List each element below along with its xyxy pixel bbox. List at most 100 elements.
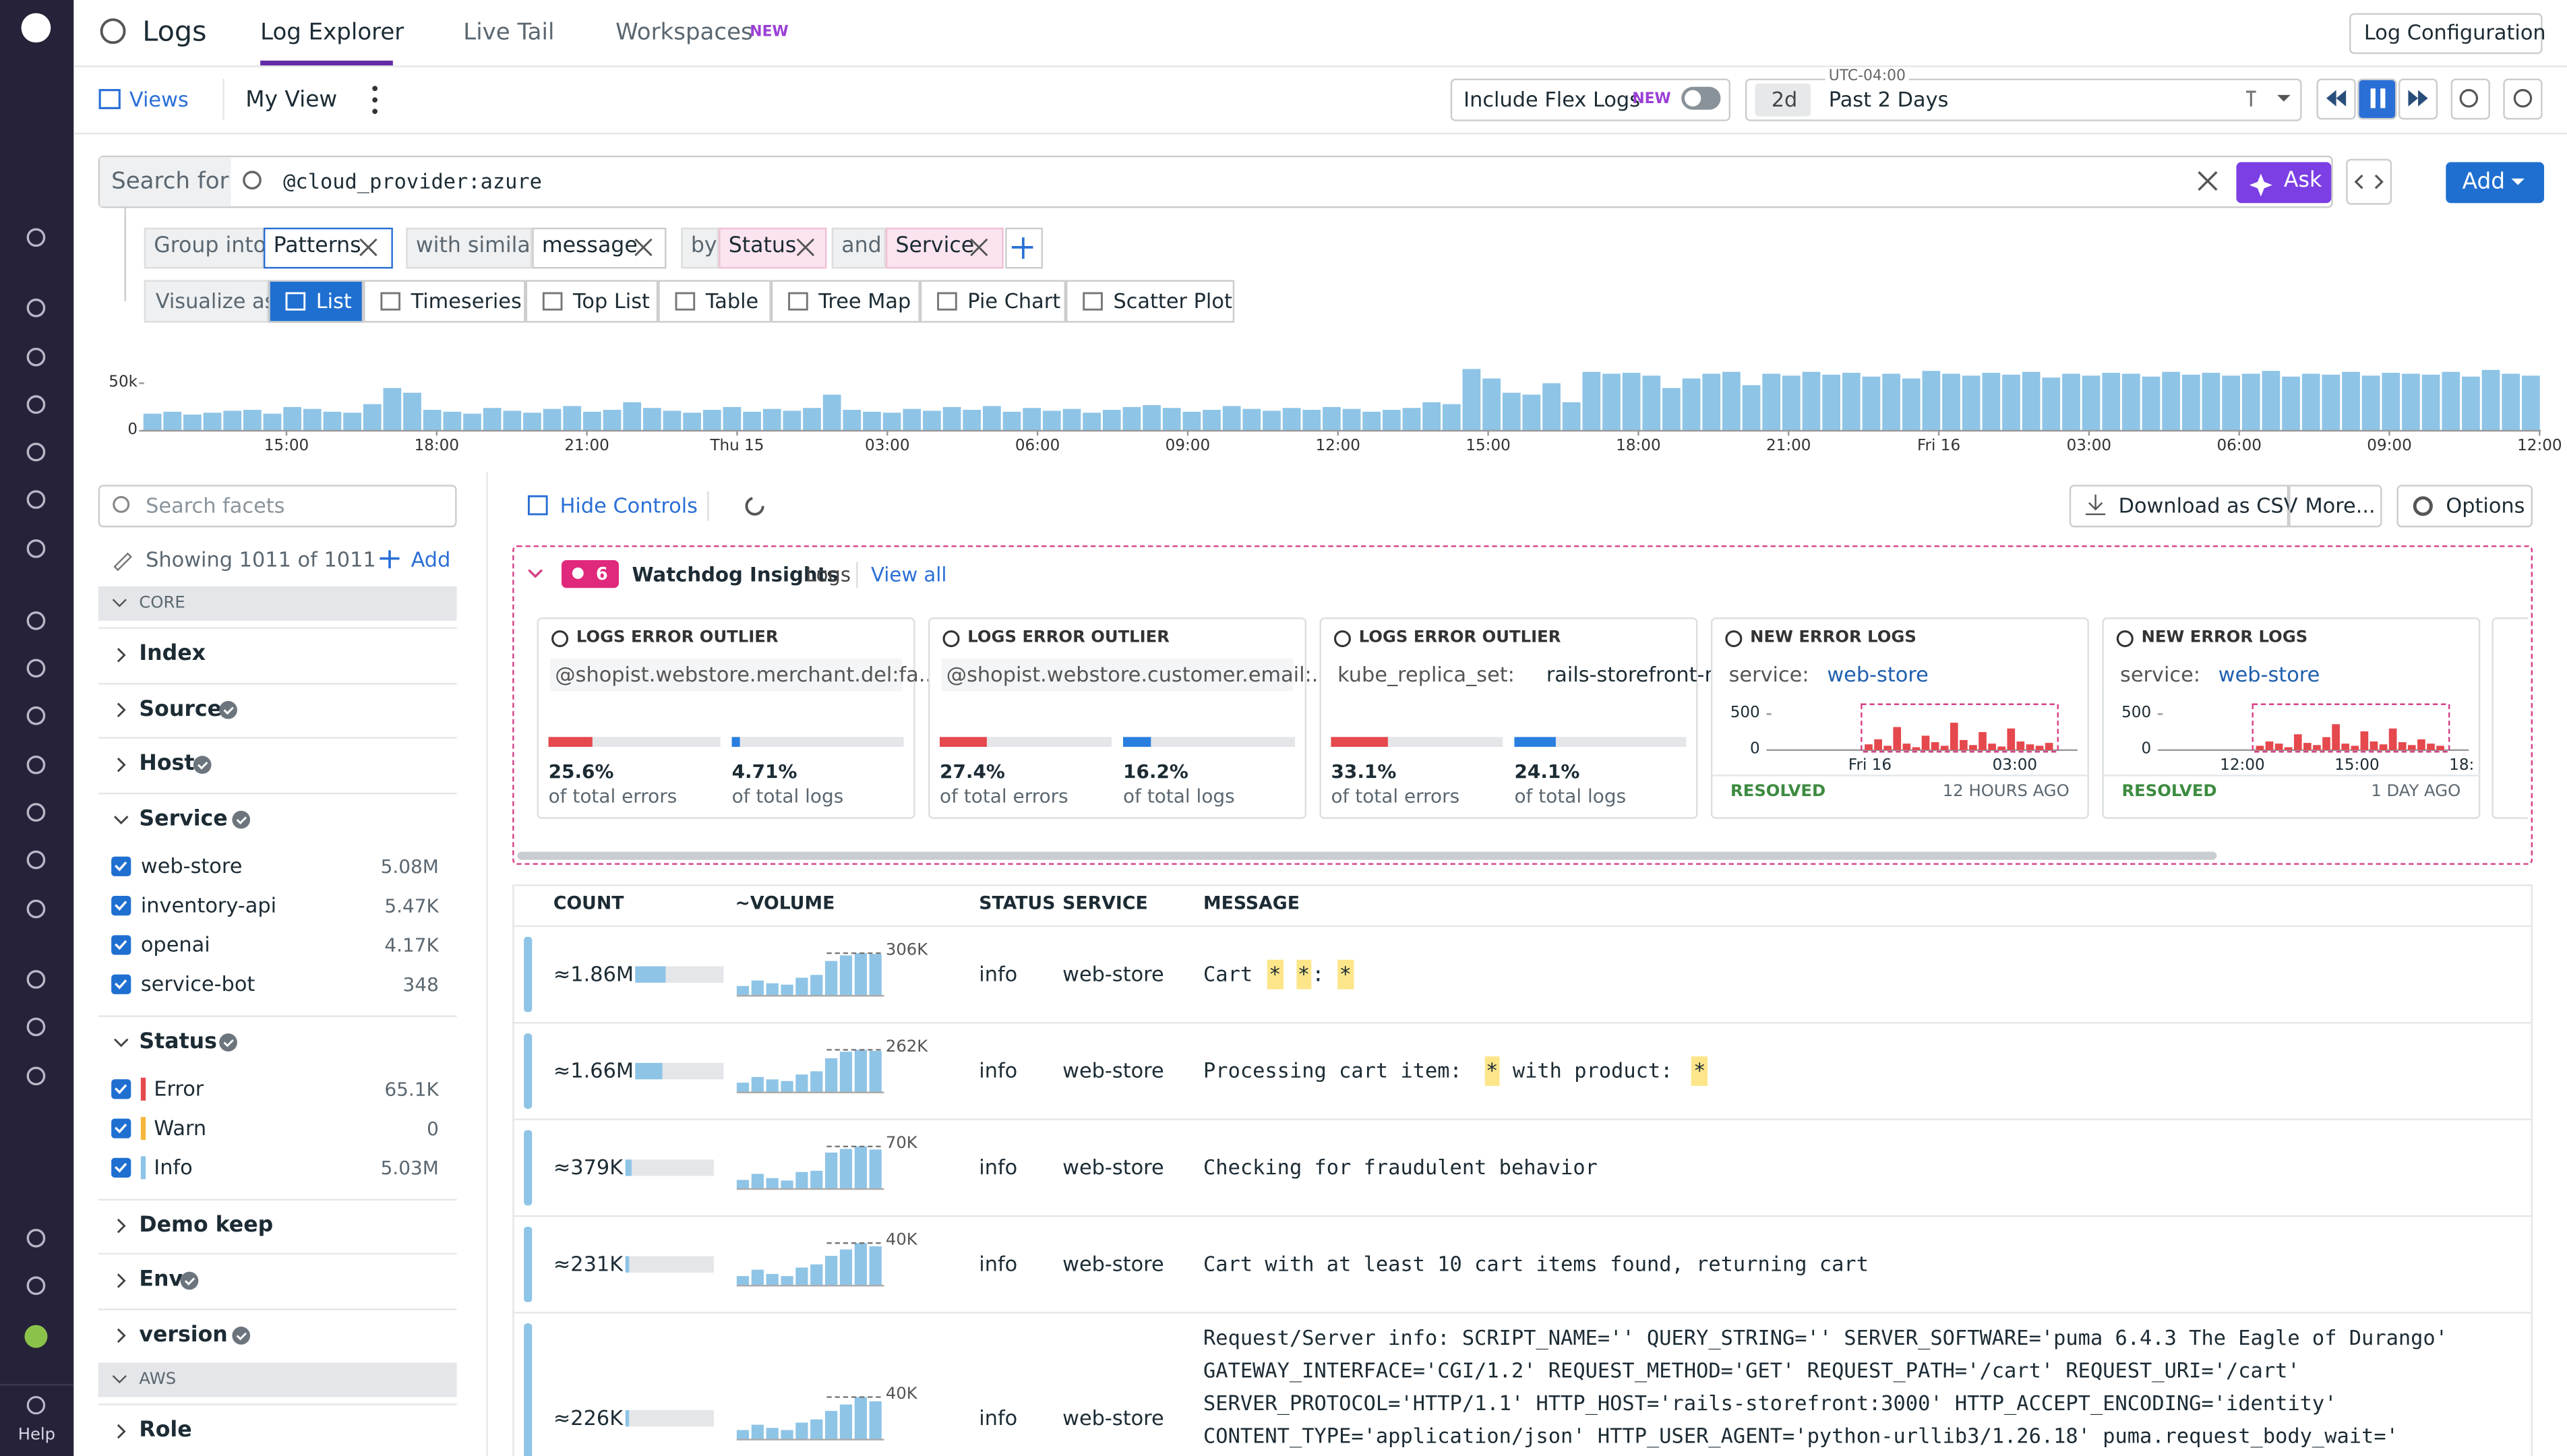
by-label-label: by xyxy=(690,234,717,259)
facet-search[interactable] xyxy=(98,485,457,528)
help-label[interactable]: Help xyxy=(18,1426,56,1445)
histogram-bar xyxy=(1242,408,1261,431)
time-box[interactable] xyxy=(1745,78,2302,121)
visualize-option[interactable] xyxy=(268,280,364,323)
stat-track xyxy=(940,737,1112,747)
view-all-link[interactable]: View all xyxy=(871,563,947,586)
chevron xyxy=(117,1273,126,1288)
toggle[interactable] xyxy=(1681,86,1721,110)
histogram-bar xyxy=(2202,373,2221,431)
visualize-option-label[interactable]: Timeseries xyxy=(411,288,522,313)
facet-value-name[interactable]: web-store xyxy=(140,852,243,878)
visualize-option-label[interactable]: Pie Chart xyxy=(967,288,1061,313)
facet-value-name[interactable]: service-bot xyxy=(140,970,255,996)
nav-tab[interactable]: Workspaces xyxy=(615,20,753,47)
visualize-option-label[interactable]: Table xyxy=(705,288,759,313)
facet-checkbox[interactable] xyxy=(111,894,131,915)
time-control-button[interactable] xyxy=(2503,78,2543,120)
add-group-button[interactable] xyxy=(1005,227,1044,269)
facet-value-name[interactable]: openai xyxy=(140,931,210,956)
facet-title[interactable]: Role xyxy=(139,1418,192,1443)
scrollbar[interactable] xyxy=(517,851,2217,860)
histogram-bar xyxy=(863,411,881,431)
field-chip-label[interactable]: message xyxy=(541,234,638,259)
facet-add[interactable]: Add xyxy=(411,547,451,572)
and-label-label: and xyxy=(841,234,882,259)
facet-title[interactable]: version xyxy=(139,1322,228,1347)
visualize-option-label[interactable]: Tree Map xyxy=(818,288,911,313)
facet-title[interactable]: Env xyxy=(139,1267,183,1293)
config-button[interactable] xyxy=(2349,13,2543,55)
message-line: GATEWAY_INTERFACE='CGI/1.2' REQUEST_METH… xyxy=(1203,1358,2300,1383)
facet-checkbox[interactable] xyxy=(111,1157,131,1177)
views-link[interactable]: Views xyxy=(129,86,189,112)
histogram-bar xyxy=(1222,406,1241,431)
nav-tab[interactable]: Log Explorer xyxy=(260,20,404,47)
view-name[interactable]: My View xyxy=(245,86,338,113)
facet-value-name[interactable]: Error xyxy=(154,1075,204,1100)
by-field-chip[interactable] xyxy=(719,227,827,269)
facet-title[interactable]: Index xyxy=(139,642,206,667)
ask-label[interactable]: Ask xyxy=(2283,169,2322,193)
facet-checkbox[interactable] xyxy=(111,1118,131,1138)
flex-toggle-box[interactable] xyxy=(1450,78,1731,121)
sidebar xyxy=(0,0,74,1456)
verified-icon xyxy=(232,810,251,829)
options-label[interactable]: Options xyxy=(2446,493,2525,518)
more-label[interactable]: More... xyxy=(2305,493,2376,518)
by-field-chip-label[interactable]: Status xyxy=(728,234,797,259)
code-button[interactable] xyxy=(2346,158,2392,205)
facet-title[interactable]: Source xyxy=(139,696,222,722)
visualize-option-label[interactable]: List xyxy=(315,288,352,313)
search-box[interactable] xyxy=(98,155,2333,208)
insight-query: @shopist.webstore.merchant.del:fa... xyxy=(555,661,938,687)
histogram-bar xyxy=(1762,373,1781,431)
histogram-bar xyxy=(762,408,781,431)
more-button[interactable] xyxy=(2289,485,2382,528)
add-label[interactable]: Add xyxy=(2462,169,2506,195)
histogram-bar xyxy=(443,411,462,431)
facet-checkbox[interactable] xyxy=(111,934,131,954)
histogram-bar xyxy=(1422,402,1441,431)
hide-icon xyxy=(527,495,548,516)
by-field-chip-label[interactable]: Service xyxy=(895,234,975,259)
facet-title[interactable]: Demo keep xyxy=(139,1213,274,1238)
add-button[interactable] xyxy=(2446,162,2545,204)
histogram-bar xyxy=(223,411,242,431)
facet-value-count: 5.08M xyxy=(380,854,439,878)
facet-value-name[interactable]: Warn xyxy=(154,1114,207,1139)
facet-checkbox[interactable] xyxy=(111,855,131,876)
facet-title[interactable]: Service xyxy=(139,806,228,832)
visualize-label-bg xyxy=(144,280,269,323)
download-label[interactable]: Download as CSV xyxy=(2118,493,2298,518)
facet-checkbox[interactable] xyxy=(111,973,131,994)
config-button-label[interactable]: Log Configuration xyxy=(2363,20,2546,44)
time-control-button[interactable] xyxy=(2450,78,2490,120)
visualize-option-label[interactable]: Scatter Plot xyxy=(1113,288,1232,313)
facet-title[interactable]: Status xyxy=(139,1029,217,1054)
facet-value-name[interactable]: Info xyxy=(154,1153,193,1179)
download-button[interactable] xyxy=(2069,485,2289,528)
nav-tab[interactable]: Live Tail xyxy=(463,20,555,47)
row-count: ≈226K xyxy=(553,1405,624,1430)
pattern-chip-label[interactable]: Patterns xyxy=(273,234,361,259)
row-service: web-store xyxy=(1062,1405,1164,1430)
visualize-option-label[interactable]: Top List xyxy=(573,288,650,313)
x-tick-label: 12:00 xyxy=(1315,437,1361,456)
facet-checkbox[interactable] xyxy=(111,1078,131,1099)
facet-value-name[interactable]: inventory-api xyxy=(140,891,277,917)
histogram-bar xyxy=(1382,410,1401,431)
histogram-bar xyxy=(243,410,262,431)
options-button[interactable] xyxy=(2396,485,2533,528)
time-control-button[interactable] xyxy=(2316,78,2356,120)
histogram-bar xyxy=(403,392,421,431)
insight-kind: LOGS ERROR OUTLIER xyxy=(576,629,779,647)
time-control-button[interactable] xyxy=(2357,78,2397,120)
hide-controls[interactable]: Hide Controls xyxy=(560,493,698,518)
time-control-button[interactable] xyxy=(2398,78,2438,120)
histogram-bar xyxy=(882,413,901,431)
facet-title[interactable]: Host xyxy=(139,752,195,777)
histogram-bar xyxy=(2222,375,2240,431)
row-divider xyxy=(512,1215,2533,1217)
